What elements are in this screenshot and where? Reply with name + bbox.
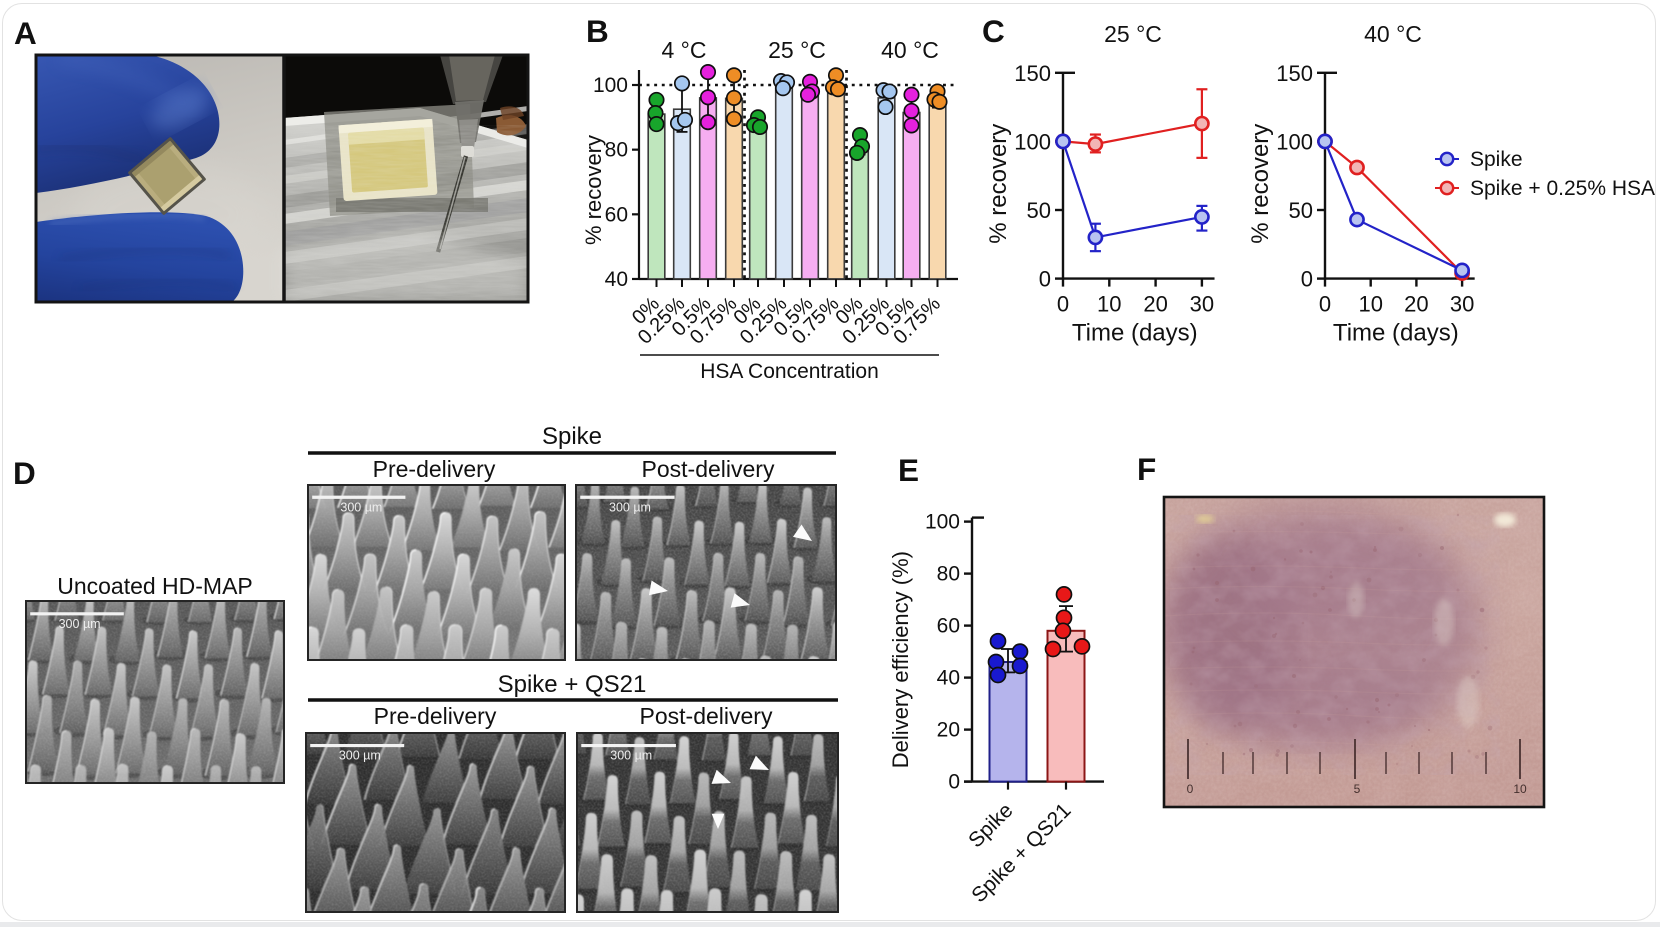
svg-text:Post-delivery: Post-delivery bbox=[640, 703, 773, 729]
svg-text:10: 10 bbox=[1097, 292, 1121, 317]
svg-text:40 °C: 40 °C bbox=[881, 37, 939, 63]
svg-text:0: 0 bbox=[1039, 267, 1051, 292]
svg-text:10: 10 bbox=[1358, 292, 1382, 317]
svg-text:50: 50 bbox=[1289, 198, 1313, 223]
svg-text:Post-delivery: Post-delivery bbox=[642, 456, 775, 482]
svg-text:Spike + QS21: Spike + QS21 bbox=[967, 799, 1075, 907]
svg-text:60: 60 bbox=[937, 615, 960, 638]
svg-text:Spike: Spike bbox=[1470, 148, 1523, 171]
svg-text:300 µm: 300 µm bbox=[609, 500, 651, 514]
svg-text:150: 150 bbox=[1276, 61, 1313, 86]
svg-text:Delivery efficiency (%): Delivery efficiency (%) bbox=[888, 551, 913, 768]
svg-text:30: 30 bbox=[1190, 292, 1214, 317]
svg-text:B: B bbox=[586, 13, 609, 49]
svg-text:300 µm: 300 µm bbox=[59, 617, 101, 631]
svg-text:4 °C: 4 °C bbox=[662, 37, 707, 63]
svg-text:E: E bbox=[898, 452, 919, 488]
svg-text:20: 20 bbox=[1404, 292, 1428, 317]
svg-text:F: F bbox=[1137, 451, 1156, 487]
svg-text:80: 80 bbox=[605, 139, 628, 162]
svg-text:25 °C: 25 °C bbox=[768, 37, 826, 63]
svg-text:40: 40 bbox=[605, 268, 628, 291]
svg-text:80: 80 bbox=[937, 563, 960, 586]
svg-text:Spike: Spike bbox=[964, 799, 1017, 852]
svg-text:50: 50 bbox=[1027, 198, 1051, 223]
svg-text:100: 100 bbox=[1014, 129, 1051, 154]
svg-text:0: 0 bbox=[1319, 292, 1331, 317]
svg-text:HSA Concentration: HSA Concentration bbox=[700, 360, 879, 383]
svg-text:Uncoated HD-MAP: Uncoated HD-MAP bbox=[57, 573, 253, 599]
svg-text:% recovery: % recovery bbox=[985, 124, 1012, 244]
svg-text:0: 0 bbox=[948, 771, 960, 794]
svg-text:0: 0 bbox=[1301, 267, 1313, 292]
svg-text:C: C bbox=[982, 13, 1005, 49]
svg-text:Time (days): Time (days) bbox=[1333, 320, 1459, 347]
svg-text:% recovery: % recovery bbox=[1247, 124, 1274, 244]
svg-text:30: 30 bbox=[1450, 292, 1474, 317]
svg-text:Spike + 0.25% HSA: Spike + 0.25% HSA bbox=[1470, 177, 1655, 200]
svg-text:5: 5 bbox=[1354, 782, 1361, 796]
svg-text:150: 150 bbox=[1014, 61, 1051, 86]
svg-text:A: A bbox=[14, 15, 37, 51]
svg-text:60: 60 bbox=[605, 203, 628, 226]
svg-text:100: 100 bbox=[593, 74, 628, 97]
svg-text:0: 0 bbox=[1187, 782, 1194, 796]
svg-text:100: 100 bbox=[925, 511, 960, 534]
svg-text:40 °C: 40 °C bbox=[1364, 21, 1422, 47]
svg-text:Spike + QS21: Spike + QS21 bbox=[498, 671, 647, 698]
svg-text:D: D bbox=[13, 455, 36, 491]
svg-text:300 µm: 300 µm bbox=[339, 749, 381, 763]
svg-text:Time (days): Time (days) bbox=[1072, 320, 1198, 347]
svg-text:% recovery: % recovery bbox=[581, 135, 606, 245]
svg-text:Pre-delivery: Pre-delivery bbox=[373, 456, 496, 482]
svg-text:100: 100 bbox=[1276, 129, 1313, 154]
svg-text:20: 20 bbox=[1143, 292, 1167, 317]
svg-text:300 µm: 300 µm bbox=[340, 500, 382, 514]
svg-text:25 °C: 25 °C bbox=[1104, 21, 1162, 47]
svg-text:0: 0 bbox=[1057, 292, 1069, 317]
svg-text:Pre-delivery: Pre-delivery bbox=[374, 703, 497, 729]
svg-text:Spike: Spike bbox=[542, 423, 602, 450]
svg-text:40: 40 bbox=[937, 667, 960, 690]
svg-text:300 µm: 300 µm bbox=[610, 749, 652, 763]
svg-text:20: 20 bbox=[937, 719, 960, 742]
svg-text:10: 10 bbox=[1513, 782, 1527, 796]
